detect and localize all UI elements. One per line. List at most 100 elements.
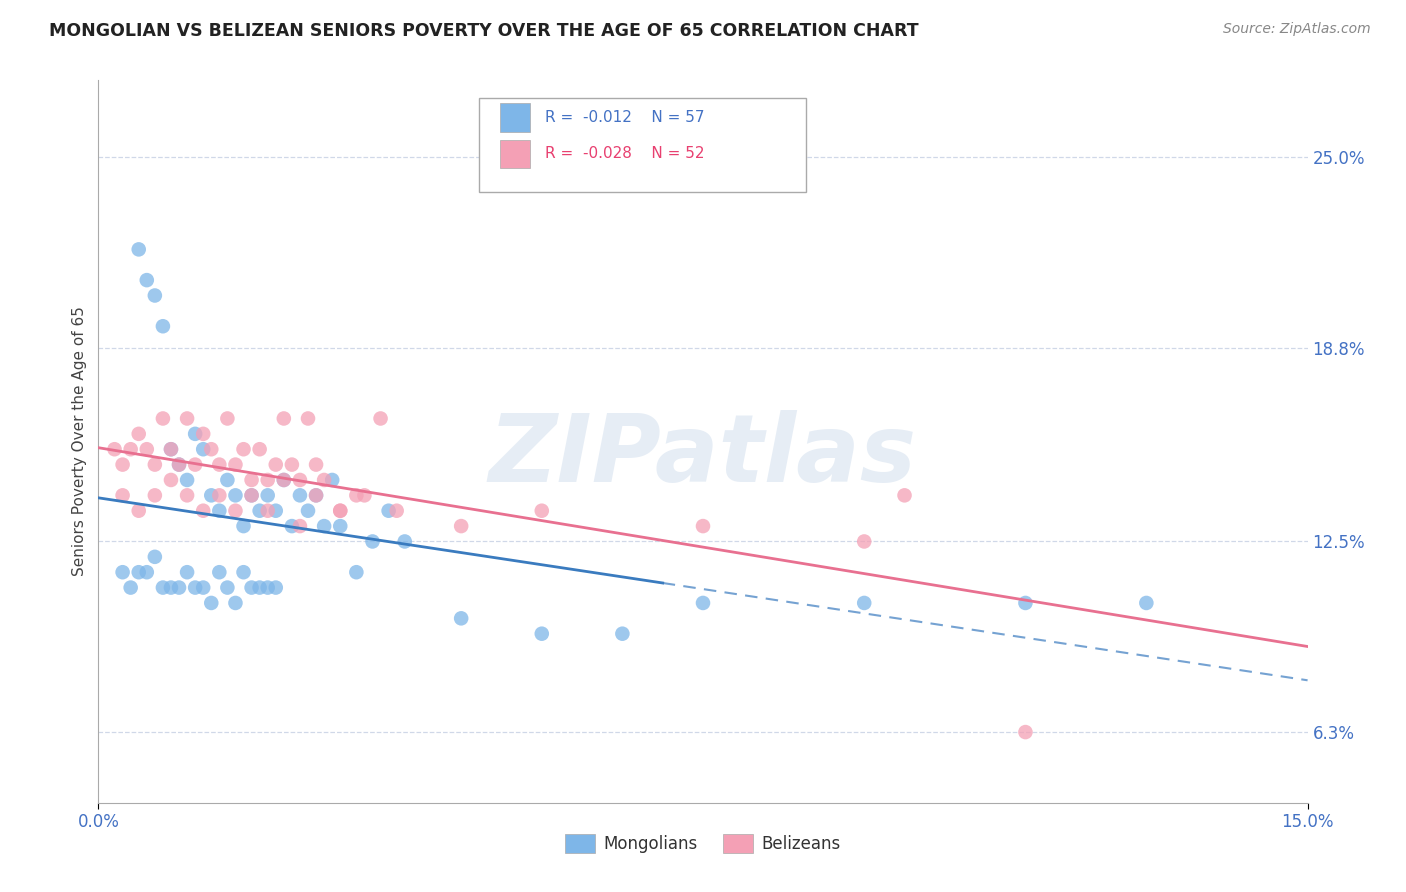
FancyBboxPatch shape — [479, 98, 806, 193]
Point — [240, 473, 263, 487]
Point — [370, 411, 392, 425]
Text: R =  -0.028    N = 52: R = -0.028 N = 52 — [544, 146, 704, 161]
Point — [314, 519, 336, 533]
Point — [128, 565, 150, 579]
Text: MONGOLIAN VS BELIZEAN SENIORS POVERTY OVER THE AGE OF 65 CORRELATION CHART: MONGOLIAN VS BELIZEAN SENIORS POVERTY OV… — [49, 22, 920, 40]
Text: Source: ZipAtlas.com: Source: ZipAtlas.com — [1223, 22, 1371, 37]
Point — [176, 473, 198, 487]
Point — [200, 596, 222, 610]
Point — [208, 488, 231, 502]
Point — [208, 458, 231, 472]
Point — [193, 426, 215, 441]
Point — [264, 581, 287, 595]
Point — [249, 442, 271, 457]
Point — [103, 442, 125, 457]
Point — [1014, 725, 1036, 739]
Point — [224, 458, 246, 472]
Point — [256, 504, 278, 518]
Point — [111, 458, 134, 472]
Point — [208, 565, 231, 579]
Point — [240, 581, 263, 595]
Point — [152, 581, 174, 595]
Point — [232, 565, 254, 579]
Point — [224, 488, 246, 502]
Point — [273, 473, 295, 487]
Point — [217, 581, 239, 595]
Point — [305, 488, 328, 502]
Point — [160, 442, 183, 457]
Point — [200, 488, 222, 502]
Point — [143, 458, 166, 472]
Point — [329, 504, 352, 518]
Point — [297, 504, 319, 518]
Point — [288, 473, 311, 487]
Point — [249, 504, 271, 518]
Point — [385, 504, 408, 518]
Point — [176, 565, 198, 579]
Point — [450, 519, 472, 533]
FancyBboxPatch shape — [501, 103, 530, 132]
Point — [135, 273, 157, 287]
Point — [120, 581, 142, 595]
Point — [128, 243, 150, 257]
Point — [240, 488, 263, 502]
Point — [394, 534, 416, 549]
Point — [143, 488, 166, 502]
Point — [167, 581, 190, 595]
Point — [893, 488, 915, 502]
Point — [273, 473, 295, 487]
Point — [853, 596, 876, 610]
Point — [176, 411, 198, 425]
Point — [240, 488, 263, 502]
Point — [120, 442, 142, 457]
Point — [1135, 596, 1157, 610]
Point — [305, 458, 328, 472]
Point — [692, 596, 714, 610]
Point — [321, 473, 343, 487]
Legend: Mongolians, Belizeans: Mongolians, Belizeans — [558, 827, 848, 860]
Point — [377, 504, 399, 518]
Y-axis label: Seniors Poverty Over the Age of 65: Seniors Poverty Over the Age of 65 — [72, 307, 87, 576]
Point — [160, 473, 183, 487]
Point — [111, 565, 134, 579]
Point — [288, 519, 311, 533]
Point — [344, 488, 367, 502]
Point — [160, 442, 183, 457]
Point — [217, 473, 239, 487]
Point — [224, 504, 246, 518]
Point — [361, 534, 384, 549]
Point — [184, 581, 207, 595]
FancyBboxPatch shape — [501, 139, 530, 169]
Point — [530, 626, 553, 640]
Point — [167, 458, 190, 472]
Point — [152, 411, 174, 425]
Point — [530, 504, 553, 518]
Point — [256, 581, 278, 595]
Point — [208, 504, 231, 518]
Point — [281, 519, 304, 533]
Point — [111, 488, 134, 502]
Point — [692, 519, 714, 533]
Point — [297, 411, 319, 425]
Point — [273, 411, 295, 425]
Point — [1014, 596, 1036, 610]
Point — [353, 488, 375, 502]
Point — [853, 534, 876, 549]
Point — [256, 473, 278, 487]
Point — [344, 565, 367, 579]
Text: R =  -0.012    N = 57: R = -0.012 N = 57 — [544, 111, 704, 126]
Point — [232, 519, 254, 533]
Point — [314, 473, 336, 487]
Point — [264, 504, 287, 518]
Point — [143, 288, 166, 302]
Point — [450, 611, 472, 625]
Point — [217, 411, 239, 425]
Point — [329, 519, 352, 533]
Point — [329, 504, 352, 518]
Point — [193, 442, 215, 457]
Point — [305, 488, 328, 502]
Point — [143, 549, 166, 564]
Point — [249, 581, 271, 595]
Point — [232, 442, 254, 457]
Point — [288, 488, 311, 502]
